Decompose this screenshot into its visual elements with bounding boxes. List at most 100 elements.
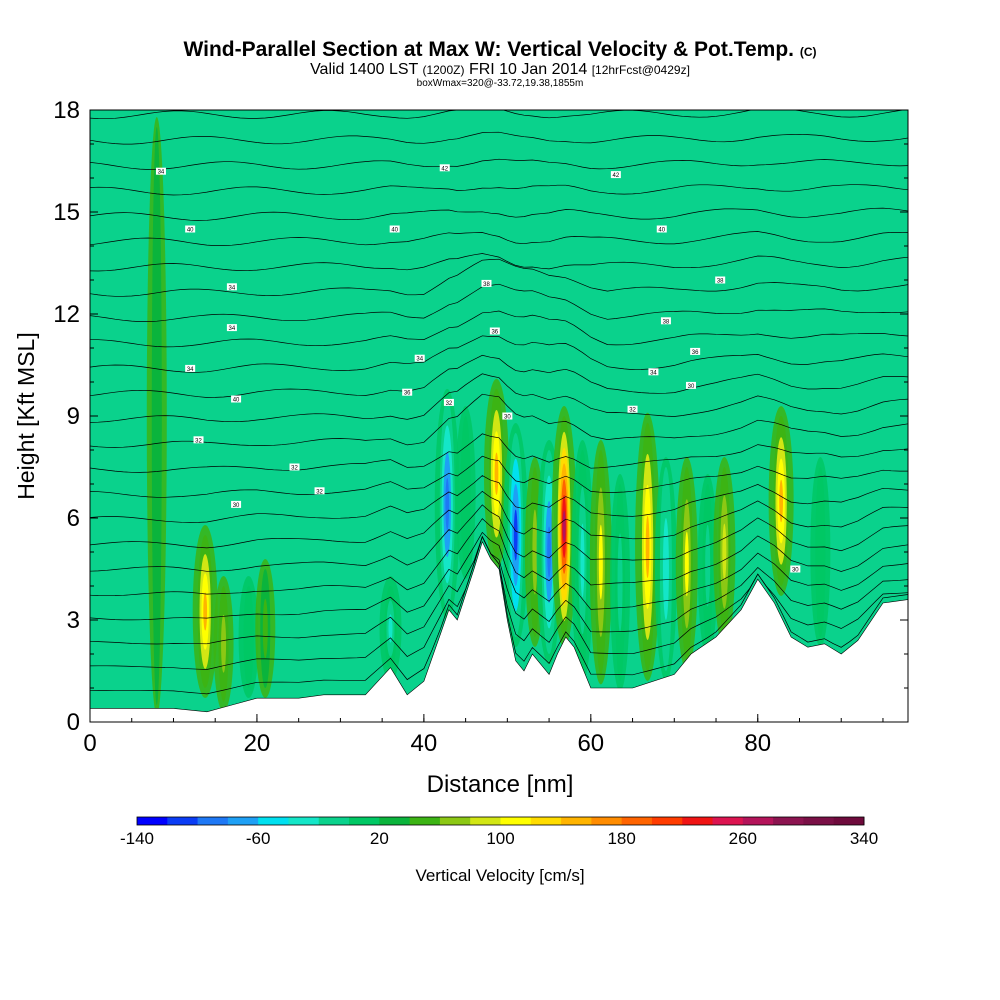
y-tick-label: 18 bbox=[53, 97, 80, 124]
theta-label-box bbox=[226, 283, 237, 291]
theta-label: 30 bbox=[790, 565, 801, 574]
theta-label-text: 36 bbox=[491, 330, 498, 336]
theta-label-box bbox=[414, 354, 425, 362]
theta-contour-line bbox=[90, 354, 908, 398]
velocity-cells bbox=[146, 117, 831, 715]
velocity-cell bbox=[203, 592, 208, 631]
theta-label-box bbox=[660, 317, 671, 325]
theta-label-text: 34 bbox=[187, 367, 194, 373]
theta-label: 32 bbox=[627, 405, 638, 414]
theta-label-text: 42 bbox=[441, 166, 448, 172]
theta-contour-line bbox=[90, 490, 908, 549]
y-tick-label: 15 bbox=[53, 199, 80, 226]
theta-label-box bbox=[155, 167, 166, 175]
theta-label-box bbox=[231, 500, 242, 508]
copyright-mark: (C) bbox=[799, 45, 817, 59]
theta-label: 38 bbox=[660, 317, 671, 325]
velocity-cell bbox=[598, 524, 603, 600]
theta-contour-line bbox=[90, 253, 908, 272]
theta-label-text: 30 bbox=[688, 384, 695, 390]
theta-label: 40 bbox=[389, 225, 400, 234]
y-tick-label: 3 bbox=[67, 607, 80, 634]
theta-label-text: 38 bbox=[483, 282, 490, 288]
velocity-cell bbox=[513, 509, 518, 561]
velocity-cell bbox=[547, 526, 551, 578]
box-wmax-info: boxWmax=320@-33.72,19.38,1855m bbox=[416, 78, 584, 89]
theta-label: 34 bbox=[185, 364, 196, 373]
theta-label-text: 38 bbox=[717, 279, 724, 285]
theta-label-text: 34 bbox=[416, 357, 423, 363]
colorbar-swatch bbox=[258, 817, 289, 825]
theta-label: 40 bbox=[185, 225, 196, 234]
terrain-mask bbox=[90, 540, 908, 722]
theta-label: 40 bbox=[231, 395, 242, 404]
theta-label: 32 bbox=[193, 436, 204, 444]
theta-label-box bbox=[715, 276, 726, 284]
theta-contour-line bbox=[90, 455, 908, 498]
theta-label: 42 bbox=[439, 164, 450, 172]
theta-label-text: 36 bbox=[692, 350, 699, 356]
theta-label-text: 40 bbox=[233, 398, 240, 404]
colorbar-tick-label: 340 bbox=[850, 829, 878, 848]
theta-label-box bbox=[289, 463, 300, 471]
colorbar-swatch bbox=[651, 817, 683, 825]
colorbar: -140 -60 20 100 180 260 340 bbox=[120, 816, 878, 848]
velocity-cell bbox=[779, 479, 784, 523]
theta-label: 36 bbox=[690, 347, 701, 356]
colorbar-tick-label: 260 bbox=[729, 829, 757, 848]
theta-contour-line bbox=[90, 283, 908, 322]
valid-date: FRI 10 Jan 2014 bbox=[468, 61, 588, 78]
theta-label-text: 34 bbox=[158, 170, 165, 176]
theta-label: 36 bbox=[402, 388, 413, 397]
y-tick-label: 6 bbox=[67, 505, 80, 532]
theta-contour-line bbox=[90, 535, 908, 645]
theta-label: 36 bbox=[489, 327, 500, 336]
colorbar-swatch bbox=[379, 817, 411, 825]
colorbar-swatch bbox=[712, 817, 744, 825]
theta-label-text: 40 bbox=[391, 228, 398, 234]
velocity-cell bbox=[645, 515, 650, 578]
theta-label: 38 bbox=[715, 276, 726, 285]
theta-contour-line bbox=[90, 110, 906, 120]
theta-label-text: 32 bbox=[195, 438, 202, 444]
colorbar-swatch bbox=[318, 817, 350, 825]
theta-contour-line bbox=[90, 131, 908, 145]
colorbar-swatch bbox=[197, 817, 229, 825]
colorbar-swatch bbox=[288, 817, 320, 825]
theta-label-text: 34 bbox=[229, 285, 236, 291]
theta-label-box bbox=[790, 565, 801, 573]
colorbar-swatch bbox=[500, 817, 532, 825]
theta-label: 34 bbox=[226, 283, 237, 291]
y-axis-label: Height [Kft MSL] bbox=[13, 332, 39, 499]
theta-contour-line bbox=[90, 335, 908, 373]
theta-label-text: 34 bbox=[229, 326, 236, 332]
x-tick-label: 20 bbox=[244, 730, 271, 757]
theta-label-box bbox=[185, 364, 196, 372]
velocity-cell bbox=[817, 509, 823, 595]
velocity-cell bbox=[221, 614, 227, 673]
theta-label-box bbox=[489, 327, 500, 335]
colorbar-swatch bbox=[591, 817, 623, 825]
theta-label-text: 30 bbox=[233, 503, 240, 509]
chart-title-text: Wind-Parallel Section at Max W: Vertical… bbox=[183, 38, 794, 61]
velocity-cell bbox=[722, 523, 727, 581]
chart-subtitle: Valid 1400 LST (1200Z) FRI 10 Jan 2014 [… bbox=[0, 61, 1000, 79]
velocity-cell bbox=[463, 454, 469, 531]
theta-contour-line bbox=[90, 535, 908, 670]
colorbar-swatch bbox=[530, 817, 562, 825]
theta-label-box bbox=[685, 381, 696, 389]
theta-label-box bbox=[443, 398, 454, 406]
colorbar-swatch bbox=[773, 817, 804, 825]
theta-contour-labels: 34 40 34 34 34 40 32 32 32 30 40 42 38 36 34 36 32 30 42 40… bbox=[155, 164, 801, 574]
theta-label-text: 30 bbox=[792, 568, 799, 574]
theta-label: 34 bbox=[648, 368, 659, 376]
theta-label-text: 32 bbox=[446, 401, 453, 407]
velocity-cell bbox=[445, 478, 450, 531]
theta-label: 40 bbox=[656, 225, 667, 234]
theta-contour-line bbox=[90, 373, 908, 423]
theta-contour-line bbox=[90, 433, 908, 473]
colorbar-swatch bbox=[561, 817, 592, 825]
velocity-cell bbox=[684, 531, 689, 597]
